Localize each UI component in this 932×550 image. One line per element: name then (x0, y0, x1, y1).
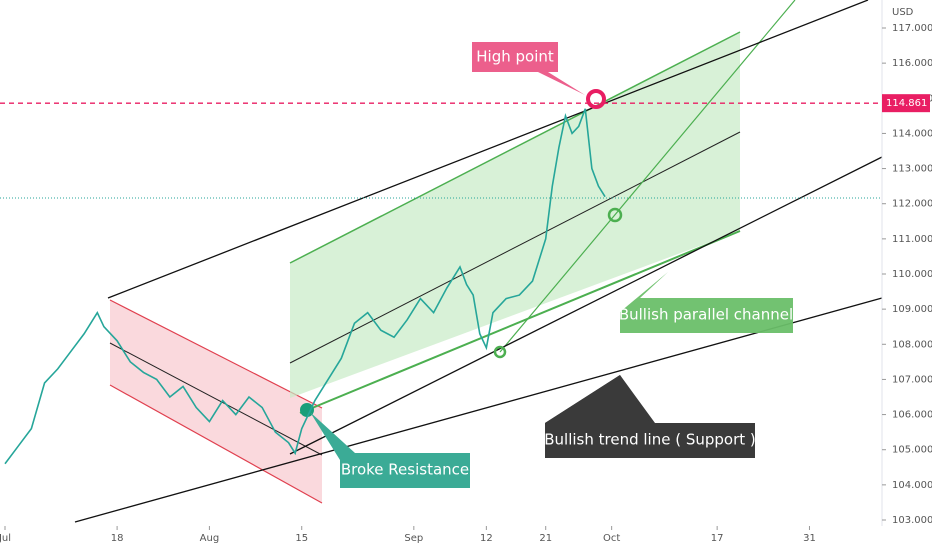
x-tick-label: 17 (711, 533, 724, 544)
y-tick-label: 111.000 (892, 234, 932, 245)
green-line (289, 31, 741, 264)
green-mid-line (289, 131, 741, 364)
price-line (4, 108, 606, 465)
x-tick-label: Aug (200, 533, 220, 544)
callout (310, 412, 470, 488)
annotation: Bullish parallel channel (619, 306, 793, 324)
red-mid-line (109, 342, 323, 456)
x-tick-label: 15 (295, 533, 308, 544)
black-line (74, 297, 883, 523)
red-line (109, 384, 323, 504)
y-tick-label: 106.000 (892, 410, 932, 421)
y-tick-label: 117.000 (892, 23, 932, 34)
price-label: 114.861 (886, 98, 927, 109)
low-marker (607, 207, 623, 223)
x-tick-label: 18 (111, 533, 124, 544)
x-tick-label: 12 (480, 533, 493, 544)
annotation: Broke Resistance (341, 461, 469, 479)
x-tick-label: Sep (404, 533, 423, 544)
y-tick-label: 103.000 (892, 515, 932, 526)
x-tick-label: 31 (803, 533, 816, 544)
high-marker (586, 89, 606, 109)
annotation: Bullish trend line ( Support ) (544, 431, 756, 449)
red-line (109, 299, 323, 409)
callout (472, 42, 585, 95)
price-label-box (882, 94, 930, 113)
y-tick-label: 116.000 (892, 58, 932, 69)
y-tick-label: 114.000 (892, 128, 932, 139)
callout (620, 272, 793, 333)
drawings: High point Bullish parallel channel Brok… (0, 0, 883, 523)
y-tick-label: 107.000 (892, 374, 932, 385)
callout-arrow (545, 375, 650, 423)
low-marker (493, 345, 507, 359)
y-tick-label: 110.000 (892, 269, 932, 280)
black-line (107, 0, 869, 299)
x-tick-label: Oct (603, 533, 620, 544)
break-marker (300, 403, 314, 417)
green-trend (499, 0, 796, 353)
green-line (299, 230, 741, 414)
green-channel (290, 32, 740, 398)
currency: USD (892, 7, 914, 18)
y-tick-label: 113.000 (892, 164, 932, 175)
y-tick-label: 112.000 (892, 199, 932, 210)
y-tick-label: 104.000 (892, 480, 932, 491)
x-tick-label: 21 (539, 533, 552, 544)
red-channel (110, 300, 322, 503)
x-tick-label: Jul (0, 533, 11, 544)
black-line (289, 156, 883, 455)
annotation: High point (476, 48, 554, 66)
y-tick-label: 105.000 (892, 445, 932, 456)
y-tick-label: 109.000 (892, 304, 932, 315)
y-tick-label: 108.000 (892, 339, 932, 350)
